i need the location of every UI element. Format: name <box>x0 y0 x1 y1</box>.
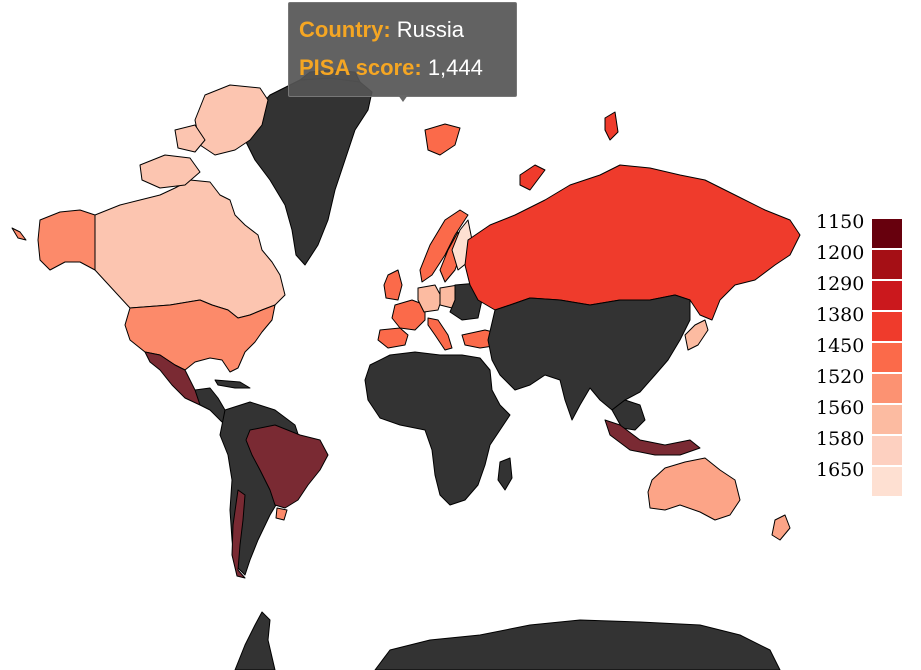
tooltip: Country: Russia PISA score: 1,444 <box>288 2 517 97</box>
legend-label-1560: 1560 <box>816 397 865 419</box>
legend-swatch-1200 <box>872 250 902 279</box>
country-australia[interactable] <box>647 457 741 521</box>
country-asia-nodata[interactable] <box>487 294 691 421</box>
country-uruguay[interactable] <box>275 507 288 521</box>
country-russia-novaya[interactable] <box>519 164 546 191</box>
legend-label-1150: 1150 <box>816 211 865 233</box>
legend-label-1380: 1380 <box>816 304 865 326</box>
tooltip-score-value: 1,444 <box>427 55 483 80</box>
tooltip-arrow <box>398 95 408 102</box>
country-italy[interactable] <box>427 317 453 351</box>
country-chile[interactable] <box>231 489 246 579</box>
country-indonesia[interactable] <box>604 419 701 456</box>
country-norway[interactable] <box>419 209 469 283</box>
legend-swatch-1520 <box>872 374 902 403</box>
legend-swatch-1560 <box>872 405 902 434</box>
country-africa[interactable] <box>364 351 511 506</box>
tooltip-country-row: Country: Russia <box>299 17 464 43</box>
tooltip-score-key: PISA score: <box>299 55 422 80</box>
country-uk[interactable] <box>383 269 403 301</box>
legend-swatch-1650 <box>872 467 902 496</box>
legend-label-1290: 1290 <box>816 273 865 295</box>
country-madagascar[interactable] <box>497 457 513 491</box>
country-brazil[interactable] <box>245 424 329 509</box>
legend-swatch-1290 <box>872 281 902 310</box>
legend-label-1450: 1450 <box>816 335 865 357</box>
tooltip-score-row: PISA score: 1,444 <box>299 55 483 81</box>
country-iceland[interactable] <box>424 123 461 156</box>
country-spain[interactable] <box>377 327 409 349</box>
country-antarctica-east[interactable] <box>374 619 781 670</box>
country-canada-islands-3[interactable] <box>174 124 206 153</box>
country-new-zealand[interactable] <box>771 514 791 541</box>
country-canada-islands-2[interactable] <box>139 154 201 189</box>
legend-label-1200: 1200 <box>816 242 865 264</box>
legend-swatch-1150 <box>872 219 902 248</box>
country-japan[interactable] <box>684 319 709 351</box>
country-usa-aleutian[interactable] <box>11 227 27 241</box>
legend-swatch-1450 <box>872 343 902 372</box>
legend-label-1520: 1520 <box>816 366 865 388</box>
tooltip-country-value: Russia <box>396 17 465 42</box>
legend-label-1580: 1580 <box>816 428 865 450</box>
country-germany[interactable] <box>417 284 443 313</box>
country-russia[interactable] <box>464 164 801 321</box>
legend-swatch-1380 <box>872 312 902 341</box>
country-antarctica[interactable] <box>234 611 276 670</box>
legend: 1150 1200 1290 1380 1450 1520 1560 1580 1650 <box>816 211 906 496</box>
country-usa-alaska[interactable] <box>37 209 96 271</box>
country-cuba[interactable] <box>214 379 251 389</box>
country-canada[interactable] <box>94 179 286 319</box>
tooltip-country-key: Country: <box>299 17 391 42</box>
legend-label-1650: 1650 <box>816 459 865 481</box>
country-france[interactable] <box>391 299 426 331</box>
legend-swatch-1580 <box>872 436 902 465</box>
country-russia-islands[interactable] <box>604 111 619 141</box>
